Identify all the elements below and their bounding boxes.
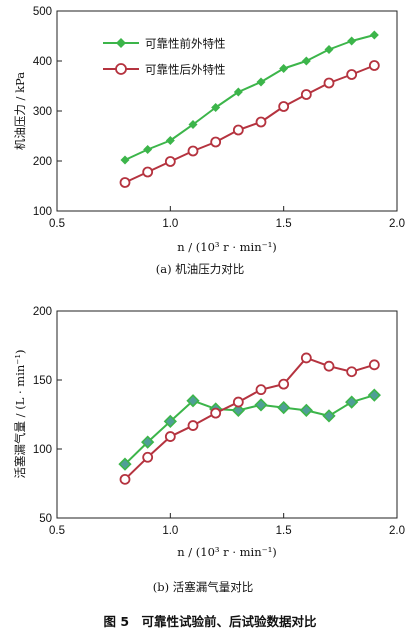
chart-b-series-1-point (187, 420, 199, 431)
chart-a-xtick-label: 1.0 (162, 218, 178, 230)
chart-a-ytick-label: 400 (33, 56, 52, 68)
chart-a-xtick-label: 0.5 (49, 218, 65, 230)
chart-a-ytick-label: 300 (33, 106, 52, 118)
chart-b-plot-frame (56, 310, 398, 519)
chart-a-ylabel: 机油压力 / kPa (13, 72, 27, 150)
chart-a-series-1-point (142, 166, 154, 178)
chart-b-xtick-label: 1.5 (276, 525, 292, 537)
figure-title: 图 5 可靠性试验前、后试验数据对比 (103, 614, 317, 629)
chart-a-series-0-point (233, 87, 243, 97)
chart-a-ytick-label: 500 (33, 6, 52, 18)
chart-b-series-1-point (164, 431, 176, 442)
chart-a-series-0-point (301, 56, 311, 66)
chart-b-ytick-label: 150 (33, 375, 52, 387)
legend-marker-diamond (116, 38, 126, 48)
chart-b-ylabel: 活塞漏气量 / (L · min⁻¹) (13, 350, 27, 479)
chart-b-series-1-point (323, 360, 335, 372)
chart-a-series-1-point (346, 69, 358, 80)
chart-b-ytick-label: 200 (33, 306, 52, 318)
chart-a-series-0-point (369, 30, 379, 40)
chart-b-series-1-point (346, 366, 358, 378)
chart-b-series-0-point (118, 457, 132, 471)
chart-b-series-1-point (368, 359, 380, 371)
chart-a-caption: (a) 机油压力对比 (156, 262, 244, 276)
chart-b-series-1-point (119, 473, 131, 485)
chart-a-series-1-point (323, 77, 335, 89)
legend-label-before: 可靠性前外特性 (145, 37, 226, 51)
chart-b-series-0-point (367, 388, 381, 402)
chart-a-series-1-point (119, 177, 131, 188)
chart-b-xtick-label: 0.5 (49, 525, 65, 537)
chart-a-series-0-point (256, 77, 266, 87)
chart-b-series-1-point (210, 407, 222, 419)
chart-b-series-0-point (186, 394, 200, 408)
chart-b-xtick-label: 2.0 (389, 525, 405, 537)
chart-b: 0.5 1.0 1.5 2.0 50 100 150 200 活塞漏气量 / (L · min… (13, 306, 405, 594)
chart-a-series-1-point (278, 101, 290, 112)
chart-a-series-1-point (164, 156, 176, 167)
legend-marker-circle (115, 63, 127, 75)
chart-a-xlabel: n / (10³ r · min⁻¹) (177, 240, 277, 254)
chart-b-series-0-point (277, 400, 291, 415)
chart-b-caption: (b) 活塞漏气量对比 (153, 580, 254, 594)
chart-a-legend: 可靠性前外特性 可靠性后外特性 (103, 37, 226, 77)
chart-a-series-1-point (210, 136, 222, 148)
chart-a-series-0-point (324, 45, 334, 54)
chart-a-series-1-line (124, 64, 375, 184)
chart-b-series-1-point (278, 378, 290, 390)
chart-a-series-0-point (120, 155, 130, 165)
chart-a-ytick-label: 100 (33, 206, 52, 218)
chart-a-series-0-point (165, 136, 175, 145)
chart-a-series-1-point (300, 89, 312, 100)
chart-b-xlabel: n / (10³ r · min⁻¹) (177, 545, 277, 559)
legend-label-after: 可靠性后外特性 (145, 63, 226, 77)
chart-b-series-0-point (345, 395, 359, 409)
chart-b-series-1-point (232, 396, 244, 408)
chart-b-series-1-point (255, 384, 267, 396)
chart-b-series-0-point (163, 414, 177, 429)
chart-a-series-1-point (368, 60, 380, 71)
chart-a-series-1-point (255, 116, 267, 128)
chart-b-series-1-point (300, 352, 312, 364)
chart-a-series-1-point (187, 145, 199, 157)
chart-a-series-0-line (124, 34, 375, 161)
chart-a-xtick-label: 1.5 (276, 218, 292, 230)
chart-b-ytick-label: 50 (39, 513, 52, 525)
chart-b-series-0-point (254, 398, 268, 412)
chart-a-series-1-point (232, 124, 244, 136)
chart-b-xtick-label: 1.0 (162, 525, 178, 537)
chart-b-series-0-point (299, 403, 313, 417)
chart-a-series-0-point (279, 64, 289, 73)
chart-b-ytick-label: 100 (33, 444, 52, 456)
chart-b-series-0-point (141, 435, 155, 449)
chart-a-series-0-point (347, 36, 357, 46)
chart-a-series-0-point (143, 145, 153, 154)
chart-b-series-0-point (322, 409, 336, 423)
chart-a-series-0-point (211, 103, 221, 112)
chart-b-series-0-point (231, 403, 245, 417)
chart-b-series-1-line (124, 356, 375, 481)
chart-b-series-1-point (142, 451, 154, 463)
chart-b-series-0-line (124, 394, 375, 465)
chart-a: 0.5 1.0 1.5 2.0 100 200 300 400 500 可靠性前外特性 可靠性后… (13, 6, 405, 276)
chart-a-plot-frame (56, 10, 398, 212)
chart-a-xtick-label: 2.0 (389, 218, 405, 230)
chart-a-ytick-label: 200 (33, 156, 52, 168)
chart-a-series-0-point (188, 120, 198, 129)
